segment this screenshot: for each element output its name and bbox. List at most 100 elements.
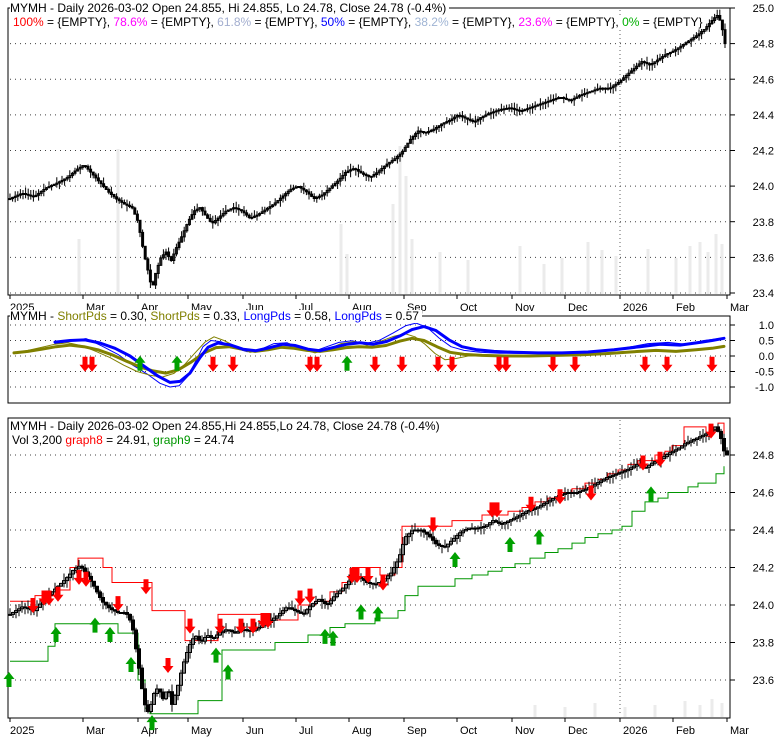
subtitle-segment: graph9 (153, 433, 191, 447)
sell-arrow-icon (184, 618, 196, 634)
volume-bar (714, 234, 718, 294)
y-axis-label: 24.0 (753, 600, 774, 612)
sell-arrow-icon (247, 618, 259, 634)
volume-bar (614, 256, 618, 294)
volume-bar (688, 246, 692, 294)
sell-arrow-icon (639, 356, 651, 372)
x-axis-label: Dec (568, 725, 588, 737)
volume-bar (404, 176, 408, 294)
price-panel-subtitle: 100% = {EMPTY}, 78.6% = {EMPTY}, 61.8% =… (13, 15, 706, 29)
volume-bar (339, 224, 343, 294)
y-axis-label: 24.2 (753, 563, 774, 575)
sell-arrow-icon (547, 356, 559, 372)
sell-arrow-icon (311, 356, 323, 372)
sell-arrow-icon (432, 356, 444, 372)
sell-arrow-icon (43, 590, 55, 606)
y-axis-label: 24.2 (753, 146, 774, 158)
volume-bar (77, 239, 81, 294)
title-segment: MYMH - (10, 309, 58, 323)
sell-arrow-icon (304, 356, 316, 372)
subtitle-segment: 78.6% (113, 15, 148, 29)
sell-arrow-icon (706, 356, 718, 372)
x-axis-label: Jun (246, 725, 264, 737)
volume-bar (586, 242, 590, 294)
buy-arrow-icon (222, 664, 234, 680)
sell-arrow-icon (86, 356, 98, 372)
panel-border (7, 7, 731, 296)
subtitle-segment: = {EMPTY}, (344, 15, 415, 29)
volume-bar (116, 149, 120, 294)
volume-bar (706, 252, 710, 294)
x-axis-label: Feb (676, 302, 695, 314)
x-axis-label: Mar (86, 725, 105, 737)
subtitle-segment: = 24.91, (102, 433, 154, 447)
oscillator-panel-plot[interactable]: 1.0 0.5 0.0 -0.5 -1.0 (7, 315, 774, 404)
sell-arrow-icon (446, 356, 458, 372)
subtitle-segment: = {EMPTY} (639, 15, 703, 29)
subtitle-segment: Vol 3,200 (12, 433, 66, 447)
subtitle-segment: = {EMPTY}, (147, 15, 218, 29)
y-axis-label: 24.6 (753, 74, 774, 86)
volume-bar (533, 705, 537, 717)
x-axis-label: 2026 (623, 302, 647, 314)
buy-arrow-icon (146, 715, 158, 731)
x-axis-label: Mar (730, 725, 749, 737)
buy-arrow-icon (3, 672, 15, 687)
sell-arrow-icon (637, 455, 649, 471)
buy-arrow-icon (50, 627, 62, 642)
volume-bar (593, 703, 597, 717)
sell-arrow-icon (140, 579, 152, 595)
subtitle-segment: = {EMPTY}, (552, 15, 623, 29)
x-axis-label: 2025 (10, 725, 34, 737)
x-axis-label: Nov (515, 725, 535, 737)
price-panel-title: MYMH - Daily 2026-03-02 Open 24.855, Hi … (10, 2, 450, 15)
price-panel-plot[interactable]: 25.024.824.624.424.224.023.823.623.42025… (7, 3, 774, 314)
subtitle-segment: = {EMPTY}, (43, 15, 114, 29)
volume-bar (563, 707, 567, 717)
buy-arrow-icon (327, 630, 339, 646)
buy-arrow-icon (341, 355, 353, 371)
sell-arrow-icon (493, 356, 505, 372)
sell-arrow-icon (351, 568, 363, 583)
x-axis-label: Aug (352, 725, 372, 737)
volume-bar (345, 254, 349, 294)
sell-arrow-icon (500, 356, 512, 372)
title-segment: LongPds (334, 309, 382, 323)
subtitle-segment: 23.6% (518, 15, 553, 29)
volume-bar (720, 244, 724, 294)
subtitle-segment: 0% (622, 15, 640, 29)
buy-arrow-icon (210, 647, 222, 663)
buy-arrow-icon (533, 529, 545, 545)
title-segment: LongPds (243, 309, 291, 323)
x-axis-label: Nov (515, 302, 535, 314)
x-axis-label: Dec (568, 302, 588, 314)
volume-bar (391, 204, 395, 294)
volume-bar (710, 699, 714, 717)
sell-arrow-icon (377, 575, 389, 591)
x-axis-label: Jul (299, 725, 313, 737)
candle-wicks (9, 9, 726, 289)
sell-arrow-icon (27, 598, 39, 613)
y-axis-label: 23.8 (753, 638, 774, 650)
buy-arrow-icon (125, 657, 137, 672)
x-axis-label: Oct (460, 302, 477, 314)
sell-arrow-icon (162, 658, 174, 673)
volume-bar (683, 701, 687, 717)
subtitle-segment: = {EMPTY}, (251, 15, 321, 29)
title-segment: = 0.57 (381, 309, 419, 323)
buy-arrow-icon (372, 606, 384, 622)
y-axis-label: 23.6 (753, 675, 774, 687)
signal-panel-subtitle: Vol 3,200 graph8 = 24.91, graph9 = 24.74 (12, 433, 238, 447)
sell-arrow-icon (705, 423, 717, 439)
volume-bar (653, 705, 657, 717)
buy-arrow-icon (89, 617, 101, 633)
volume-bar (560, 258, 564, 294)
sell-arrow-icon (554, 489, 566, 505)
sell-arrow-icon (654, 451, 666, 467)
y-axis-label: 25.0 (753, 3, 774, 15)
y-axis-label: -0.5 (755, 367, 774, 379)
sell-arrow-icon (80, 571, 92, 587)
title-segment: = 0.33, (199, 309, 244, 323)
